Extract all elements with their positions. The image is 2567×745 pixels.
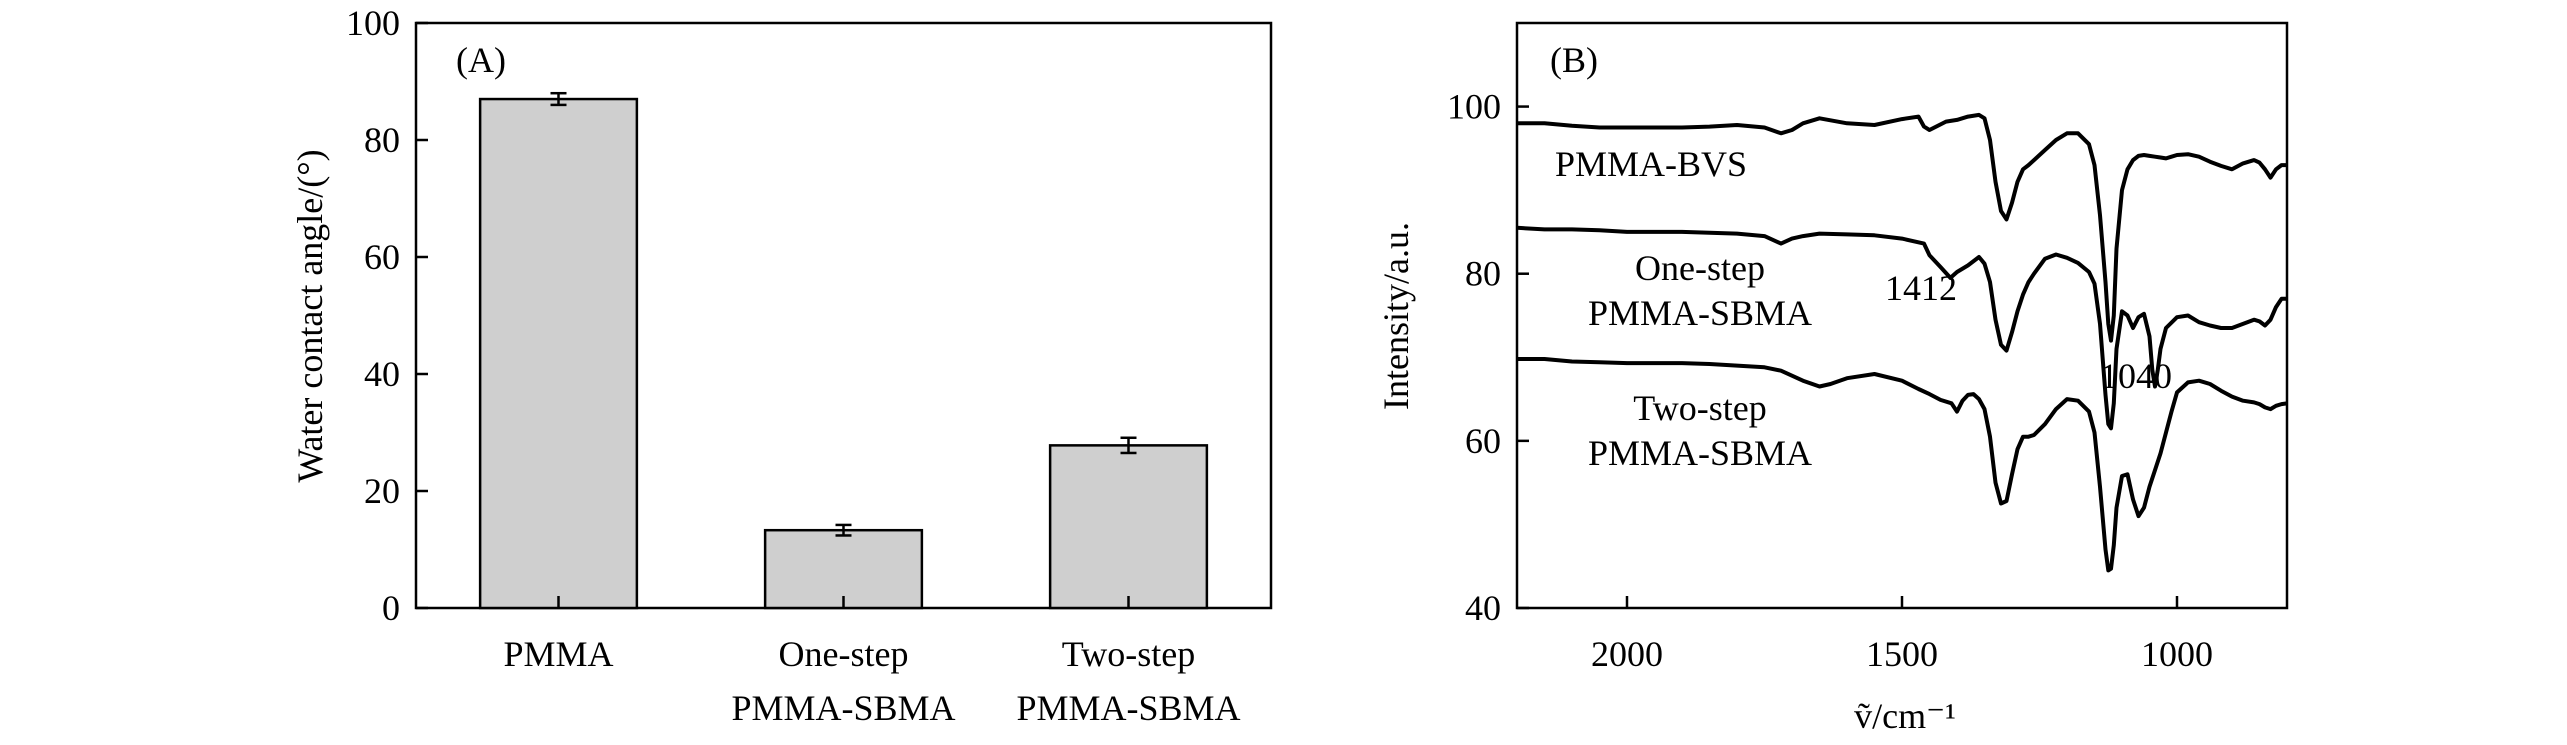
series-label-two-step-line1: Two-step xyxy=(1633,388,1766,428)
series-label-pmma-bvs: PMMA-BVS xyxy=(1555,144,1747,184)
spectrum-line-1 xyxy=(1516,225,2287,431)
y-tick-label: 80 xyxy=(364,120,400,160)
annotation-1040: 1040 xyxy=(2100,356,2172,396)
spectrum-line-2 xyxy=(1517,357,2288,573)
panel-a-x-tick-labels: PMMA One-step PMMA-SBMA Two-step PMMA-SBMA xyxy=(503,596,1241,728)
panel-b-y-axis-label: Intensity/a.u. xyxy=(1376,222,1416,410)
y-tick-label: 60 xyxy=(1465,421,1501,461)
panel-b-ticks: 40 60 80 100 2000 1500 1000 xyxy=(1447,87,2213,674)
y-tick-label: 20 xyxy=(364,471,400,511)
x-tick-label: 1000 xyxy=(2141,634,2213,674)
y-tick-label: 100 xyxy=(346,3,400,43)
x-tick-label: One-step xyxy=(779,634,909,674)
series-label-two-step-line2: PMMA-SBMA xyxy=(1588,433,1812,473)
x-tick-label: PMMA-SBMA xyxy=(1016,688,1240,728)
x-tick-label: 2000 xyxy=(1591,634,1663,674)
series-label-one-step-line1: One-step xyxy=(1635,248,1765,288)
x-tick-label: 1500 xyxy=(1866,634,1938,674)
y-tick-label: 0 xyxy=(382,588,400,628)
panel-a-y-axis-label: Water contact angle/(°) xyxy=(290,149,330,482)
x-tick-label: PMMA-SBMA xyxy=(731,688,955,728)
bar xyxy=(1048,444,1209,610)
y-tick-label: 60 xyxy=(364,237,400,277)
panel-a: 0 20 40 60 80 100 PMMA One-step PMMA-SBMA Two-st… xyxy=(290,3,1273,728)
panel-a-bars xyxy=(478,91,1209,610)
y-tick-label: 100 xyxy=(1447,87,1501,127)
series-label-one-step-line2: PMMA-SBMA xyxy=(1588,293,1812,333)
panel-b-x-axis-label: ṽ/cm⁻¹ xyxy=(1854,696,1956,736)
panel-b-label: (B) xyxy=(1550,40,1598,80)
panel-a-label: (A) xyxy=(456,40,506,80)
bar xyxy=(478,97,639,610)
x-tick-label: PMMA xyxy=(503,634,613,674)
x-tick-label: Two-step xyxy=(1062,634,1195,674)
annotation-1412: 1412 xyxy=(1885,268,1957,308)
y-tick-label: 40 xyxy=(364,354,400,394)
bar xyxy=(763,528,924,610)
y-tick-label: 80 xyxy=(1465,254,1501,294)
panel-b: 40 60 80 100 2000 1500 1000 (B) Intensity/a.u.… xyxy=(1376,21,2289,736)
panel-a-y-ticks: 0 20 40 60 80 100 xyxy=(346,3,428,628)
y-tick-label: 40 xyxy=(1465,588,1501,628)
panel-b-traces xyxy=(1516,112,2288,573)
spectrum-line-0 xyxy=(1517,112,2287,343)
